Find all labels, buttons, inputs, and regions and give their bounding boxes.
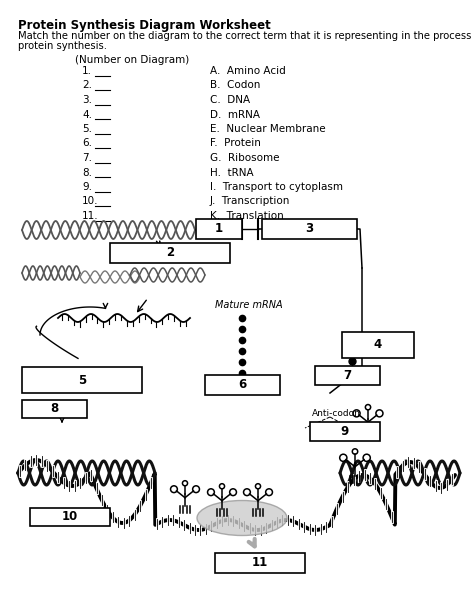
FancyBboxPatch shape bbox=[315, 366, 380, 385]
Text: 8: 8 bbox=[50, 403, 59, 416]
Text: 7.: 7. bbox=[82, 153, 92, 163]
Text: K.  Translation: K. Translation bbox=[210, 211, 284, 221]
Text: Match the number on the diagram to the correct term that it is representing in t: Match the number on the diagram to the c… bbox=[18, 31, 474, 41]
Text: H.  tRNA: H. tRNA bbox=[210, 167, 254, 178]
Text: Anti-codon: Anti-codon bbox=[312, 409, 361, 418]
FancyBboxPatch shape bbox=[30, 508, 110, 526]
Text: 1.: 1. bbox=[82, 66, 92, 76]
FancyBboxPatch shape bbox=[262, 219, 357, 239]
Ellipse shape bbox=[197, 500, 287, 536]
Text: (Number on Diagram): (Number on Diagram) bbox=[75, 55, 189, 65]
Text: C.  DNA: C. DNA bbox=[210, 95, 250, 105]
Text: 8.: 8. bbox=[82, 167, 92, 178]
Text: B.  Codon: B. Codon bbox=[210, 80, 260, 91]
Text: 9: 9 bbox=[341, 425, 349, 438]
Text: 6.: 6. bbox=[82, 139, 92, 148]
FancyBboxPatch shape bbox=[342, 332, 414, 358]
FancyBboxPatch shape bbox=[110, 243, 230, 263]
Text: F.  Protein: F. Protein bbox=[210, 139, 261, 148]
Text: 11.: 11. bbox=[82, 211, 99, 221]
Text: 11: 11 bbox=[252, 557, 268, 569]
Text: J.  Transcription: J. Transcription bbox=[210, 197, 291, 207]
Text: Mature mRNA: Mature mRNA bbox=[215, 300, 283, 310]
FancyBboxPatch shape bbox=[22, 367, 142, 393]
FancyBboxPatch shape bbox=[22, 400, 87, 418]
Text: 6: 6 bbox=[238, 378, 246, 392]
Text: 1: 1 bbox=[215, 223, 223, 235]
FancyBboxPatch shape bbox=[215, 553, 305, 573]
Text: D.  mRNA: D. mRNA bbox=[210, 110, 260, 120]
Text: 2.: 2. bbox=[82, 80, 92, 91]
Text: A.  Amino Acid: A. Amino Acid bbox=[210, 66, 286, 76]
Text: Protein Synthesis Diagram Worksheet: Protein Synthesis Diagram Worksheet bbox=[18, 19, 271, 32]
Text: 2: 2 bbox=[166, 246, 174, 259]
Text: 4: 4 bbox=[374, 338, 382, 351]
Text: 7: 7 bbox=[344, 369, 352, 382]
FancyBboxPatch shape bbox=[310, 422, 380, 441]
Text: 9.: 9. bbox=[82, 182, 92, 192]
Text: E.  Nuclear Membrane: E. Nuclear Membrane bbox=[210, 124, 326, 134]
Text: 4.: 4. bbox=[82, 110, 92, 120]
Text: 10: 10 bbox=[62, 511, 78, 524]
Text: 3: 3 bbox=[305, 223, 314, 235]
FancyBboxPatch shape bbox=[196, 219, 242, 239]
FancyBboxPatch shape bbox=[205, 375, 280, 395]
Text: I.  Transport to cytoplasm: I. Transport to cytoplasm bbox=[210, 182, 343, 192]
Text: 5.: 5. bbox=[82, 124, 92, 134]
Text: protein synthesis.: protein synthesis. bbox=[18, 41, 107, 51]
Text: 3.: 3. bbox=[82, 95, 92, 105]
Text: G.  Ribosome: G. Ribosome bbox=[210, 153, 280, 163]
Text: 10.: 10. bbox=[82, 197, 99, 207]
Text: 5: 5 bbox=[78, 373, 86, 387]
